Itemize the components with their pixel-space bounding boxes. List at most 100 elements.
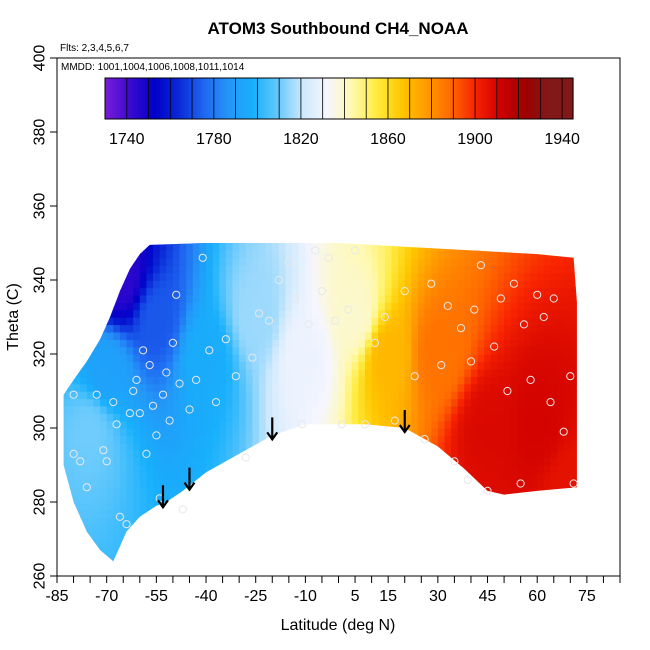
field-cell	[199, 413, 207, 422]
field-cell	[66, 309, 75, 318]
field-cell	[484, 457, 492, 466]
field-cell	[199, 479, 207, 488]
field-cell	[431, 546, 439, 555]
field-cell	[80, 346, 88, 355]
field-cell	[219, 465, 227, 474]
field-cell	[391, 546, 399, 555]
field-cell	[418, 280, 426, 289]
field-cell	[384, 361, 393, 370]
field-cell	[338, 250, 346, 259]
field-cell	[113, 309, 121, 318]
field-cell	[113, 339, 121, 348]
field-cell	[259, 509, 267, 518]
field-cell	[490, 243, 499, 252]
field-cell	[437, 383, 446, 392]
field-cell	[73, 487, 81, 496]
field-cell	[504, 413, 512, 422]
field-cell	[576, 272, 577, 281]
field-cell	[292, 294, 300, 303]
field-cell	[285, 272, 293, 281]
colorbar-tick-label: 1740	[109, 131, 145, 148]
field-cell	[517, 450, 525, 459]
field-cell	[457, 243, 465, 252]
field-cell	[179, 257, 187, 266]
field-cell	[437, 376, 446, 385]
field-cell	[192, 516, 201, 525]
field-cell	[537, 361, 545, 370]
field-cell	[86, 539, 95, 548]
field-cell	[384, 509, 393, 518]
field-cell	[259, 265, 267, 274]
field-cell	[338, 354, 346, 363]
field-cell	[504, 257, 512, 266]
field-cell	[93, 413, 101, 422]
field-cell	[106, 361, 114, 370]
field-cell	[563, 465, 571, 474]
field-cell	[100, 243, 108, 252]
field-cell	[524, 539, 532, 548]
field-cell	[119, 413, 128, 422]
field-cell	[384, 479, 393, 488]
field-cell	[113, 465, 121, 474]
field-cell	[524, 280, 532, 289]
field-cell	[384, 487, 393, 496]
field-cell	[285, 265, 293, 274]
field-cell	[199, 398, 207, 407]
field-cell	[93, 391, 101, 400]
field-cell	[358, 553, 366, 562]
field-cell	[411, 294, 419, 303]
field-cell	[325, 368, 333, 377]
observation-point	[291, 294, 300, 303]
field-cell	[252, 265, 260, 274]
field-cell	[265, 405, 273, 414]
field-cell	[325, 346, 333, 355]
observation-point	[102, 457, 111, 466]
field-cell	[106, 324, 114, 333]
field-cell	[119, 442, 128, 451]
field-cell	[133, 502, 141, 511]
field-cell	[272, 302, 280, 311]
field-cell	[259, 457, 267, 466]
field-cell	[504, 472, 512, 481]
field-cell	[159, 265, 167, 274]
field-cell	[424, 487, 432, 496]
field-cell	[206, 265, 214, 274]
field-cell	[358, 324, 366, 333]
field-cell	[418, 309, 426, 318]
field-cell	[192, 546, 201, 555]
field-cell	[550, 509, 558, 518]
field-cell	[113, 420, 121, 429]
field-cell	[86, 516, 95, 525]
field-cell	[245, 368, 254, 377]
field-cell	[510, 413, 518, 422]
field-cell	[471, 539, 479, 548]
field-cell	[517, 465, 525, 474]
field-cell	[106, 465, 114, 474]
field-cell	[484, 442, 492, 451]
field-cell	[106, 331, 114, 340]
field-cell	[126, 472, 134, 481]
field-cell	[305, 553, 313, 562]
field-cell	[133, 324, 141, 333]
field-cell	[371, 346, 379, 355]
field-cell	[570, 354, 577, 363]
field-cell	[351, 331, 359, 340]
field-cell	[93, 405, 101, 414]
field-cell	[100, 383, 108, 392]
field-cell	[225, 465, 234, 474]
field-cell	[66, 250, 75, 259]
field-cell	[570, 272, 577, 281]
field-cell	[73, 494, 81, 503]
observation-point	[198, 253, 207, 262]
field-cell	[570, 243, 577, 252]
field-cell	[225, 243, 234, 252]
field-cell	[63, 250, 68, 259]
field-cell	[451, 331, 459, 340]
field-cell	[225, 346, 234, 355]
arrow-head	[157, 499, 169, 510]
field-cell	[63, 287, 68, 296]
field-cell	[139, 516, 148, 525]
field-cell	[278, 280, 287, 289]
field-cell	[537, 309, 545, 318]
field-cell	[63, 398, 68, 407]
